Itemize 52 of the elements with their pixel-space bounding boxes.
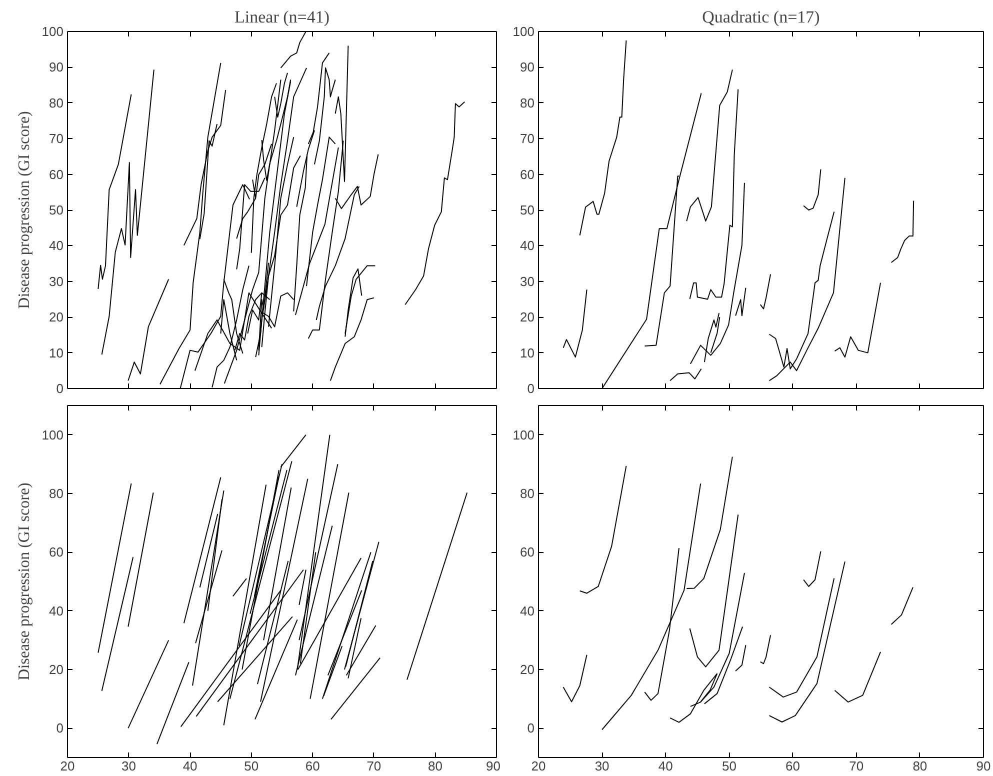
y-tick-label: 50 xyxy=(520,202,535,218)
y-tick-label: 40 xyxy=(49,238,64,254)
y-tick-label: 0 xyxy=(56,381,64,396)
y-tick-label: 80 xyxy=(49,486,64,501)
y-tick-label: 60 xyxy=(520,166,535,182)
y-tick-label: 80 xyxy=(520,95,535,110)
x-tick-label: 70 xyxy=(849,758,864,774)
x-tick-label: 60 xyxy=(305,758,320,774)
x-tick-label: 90 xyxy=(976,758,991,774)
y-tick-label: 100 xyxy=(512,24,535,39)
y-tick-label: 60 xyxy=(49,166,64,182)
y-tick-label: 30 xyxy=(49,274,64,289)
y-tick-label: 80 xyxy=(49,95,64,110)
chart-title: Linear (n=41) xyxy=(234,8,330,26)
y-tick-label: 20 xyxy=(49,310,64,325)
x-tick-label: 50 xyxy=(722,758,736,774)
y-tick-label: 80 xyxy=(520,486,535,501)
y-tick-label: 20 xyxy=(49,662,64,677)
x-tick-label: 50 xyxy=(244,758,259,774)
x-tick-label: 80 xyxy=(912,758,928,774)
y-tick-label: 10 xyxy=(520,345,535,360)
y-axis-title: Disease progression (GI score) xyxy=(16,482,33,680)
y-tick-label: 70 xyxy=(520,131,535,146)
y-tick-label: 90 xyxy=(520,60,535,75)
y-tick-label: 40 xyxy=(49,603,64,618)
y-tick-label: 0 xyxy=(56,720,64,736)
y-tick-label: 70 xyxy=(49,131,64,146)
y-tick-label: 40 xyxy=(520,238,535,254)
x-tick-label: 40 xyxy=(182,758,198,774)
y-axis-title: Disease progression (GI score) xyxy=(16,111,33,309)
x-tick-label: 30 xyxy=(594,758,610,774)
y-tick-label: 100 xyxy=(42,24,64,39)
chart-title: Quadratic (n=17) xyxy=(702,8,820,26)
x-tick-label: 90 xyxy=(486,758,501,774)
x-tick-label: 60 xyxy=(786,758,800,774)
y-tick-label: 50 xyxy=(49,202,64,218)
y-tick-label: 0 xyxy=(527,381,535,396)
y-tick-label: 40 xyxy=(520,603,535,618)
y-tick-label: 20 xyxy=(520,310,535,325)
y-tick-label: 90 xyxy=(49,60,64,75)
x-tick-label: 30 xyxy=(122,758,136,774)
y-tick-label: 100 xyxy=(512,427,535,442)
y-tick-label: 60 xyxy=(49,544,64,560)
x-tick-label: 70 xyxy=(366,758,382,774)
x-tick-label: 40 xyxy=(658,758,673,774)
y-tick-label: 20 xyxy=(520,662,535,677)
y-tick-label: 100 xyxy=(42,427,64,442)
y-tick-label: 0 xyxy=(527,720,535,736)
x-tick-label: 80 xyxy=(428,758,442,774)
y-tick-label: 10 xyxy=(49,345,64,360)
y-tick-label: 30 xyxy=(520,274,535,289)
y-tick-label: 60 xyxy=(520,544,535,560)
